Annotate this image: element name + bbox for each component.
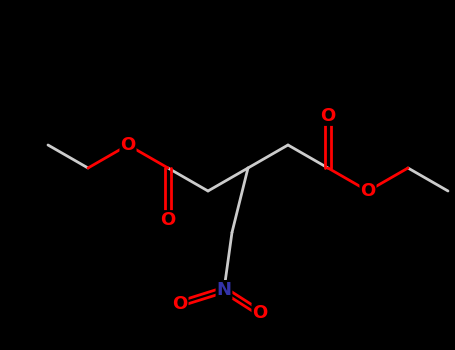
Text: O: O bbox=[253, 304, 268, 322]
Text: O: O bbox=[172, 295, 187, 313]
Text: O: O bbox=[121, 136, 136, 154]
Text: N: N bbox=[217, 281, 232, 299]
Text: O: O bbox=[320, 107, 336, 125]
Text: O: O bbox=[160, 211, 176, 229]
Text: O: O bbox=[360, 182, 376, 200]
